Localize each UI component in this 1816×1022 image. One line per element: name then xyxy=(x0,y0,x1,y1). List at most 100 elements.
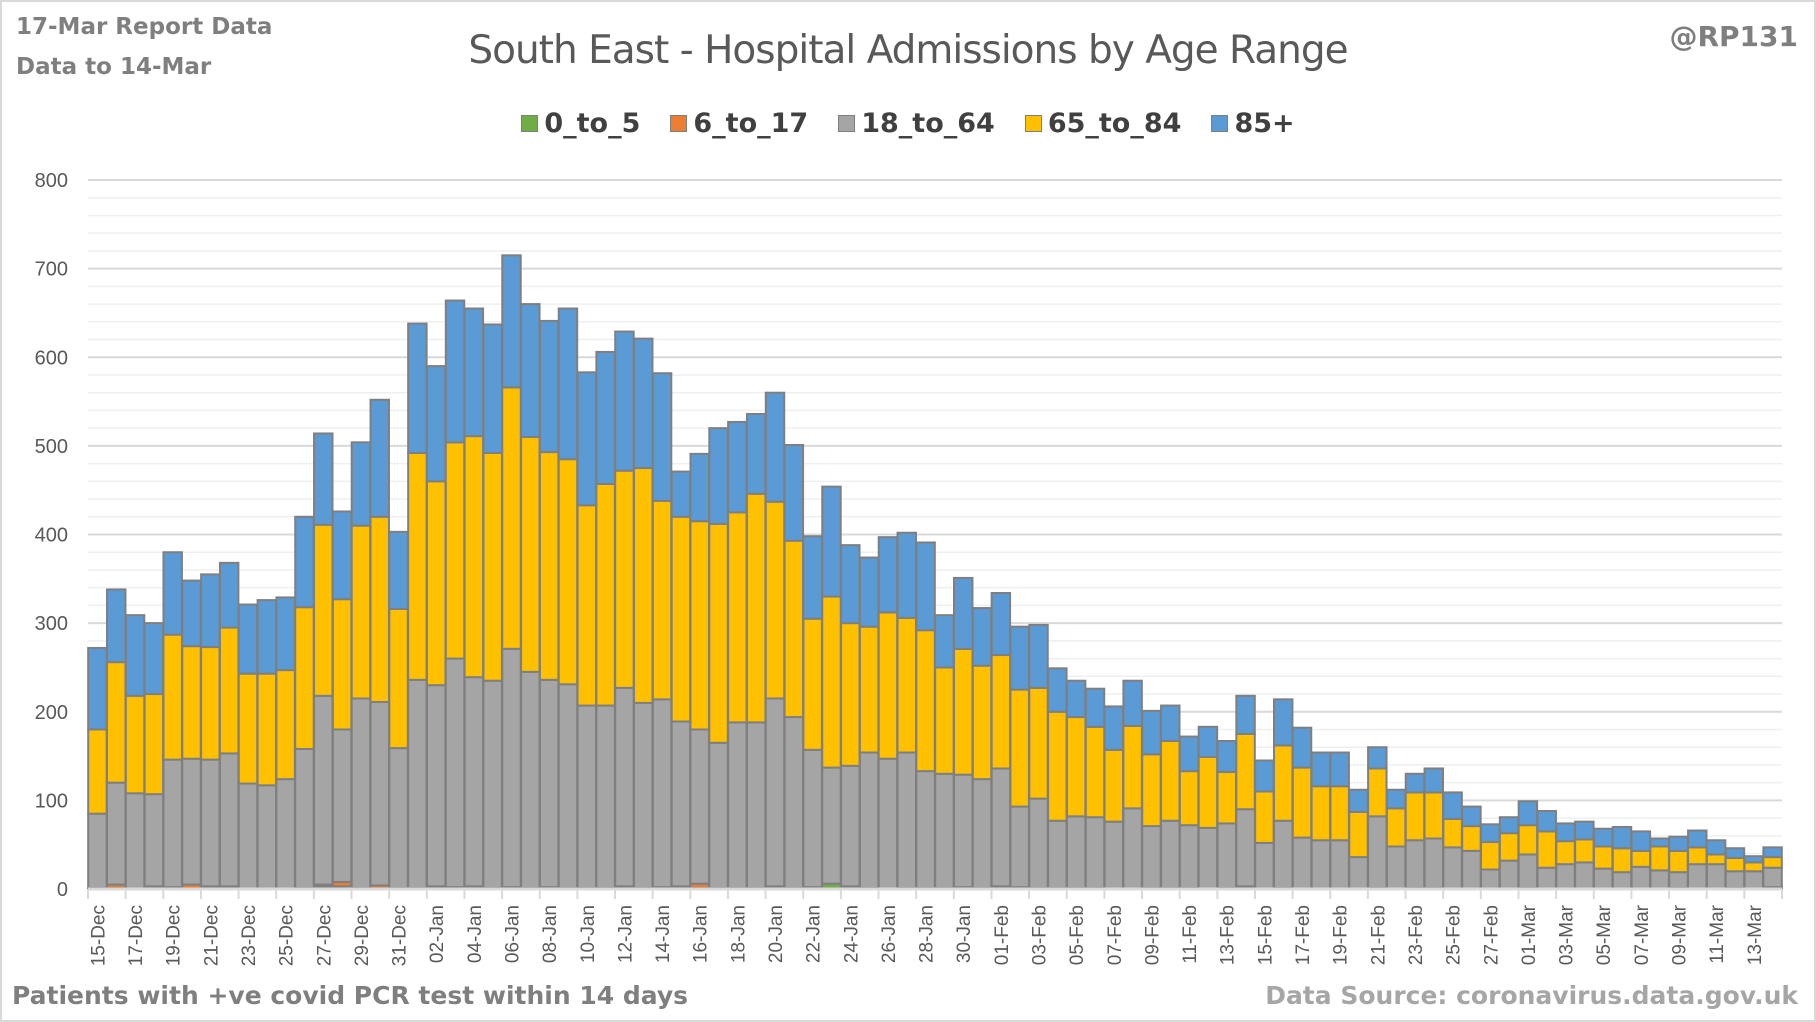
bar-stack-06-Feb xyxy=(1084,687,1106,891)
y-tick-label: 100 xyxy=(35,790,68,812)
bar-segment-18-to-64 xyxy=(689,728,710,885)
legend-swatch xyxy=(521,115,539,132)
bar-stack-02-Jan xyxy=(425,365,447,891)
bar-stack-06-Mar xyxy=(1611,825,1633,891)
bar-segment-85- xyxy=(1028,623,1049,689)
legend-item-85-: 85+ xyxy=(1211,108,1295,139)
legend-label: 6_to_17 xyxy=(693,108,809,139)
bar-segment-65-to-84 xyxy=(1009,688,1030,808)
bar-segment-85- xyxy=(821,485,842,598)
bar-segment-65-to-84 xyxy=(1216,771,1237,825)
bar-stack-16-Dec xyxy=(106,588,127,891)
bar-segment-85- xyxy=(294,515,315,609)
bar-segment-18-to-64 xyxy=(915,770,936,890)
bar-segment-65-to-84 xyxy=(1555,840,1576,866)
bar-stack-20-Feb xyxy=(1348,788,1369,890)
bar-segment-18-to-64 xyxy=(1197,826,1219,891)
bar-segment-65-to-84 xyxy=(106,661,127,784)
bar-segment-65-to-84 xyxy=(1141,753,1162,828)
bars xyxy=(87,254,1783,891)
bar-segment-85- xyxy=(1367,746,1388,770)
bar-stack-26-Feb xyxy=(1461,805,1482,890)
bar-segment-18-to-64 xyxy=(557,683,579,890)
bar-stack-05-Jan xyxy=(482,323,503,891)
bar-segment-18-to-64 xyxy=(425,684,447,888)
bar-segment-65-to-84 xyxy=(764,500,786,700)
bar-stack-25-Dec xyxy=(275,596,296,890)
bar-stack-15-Feb xyxy=(1254,759,1275,890)
bar-segment-85- xyxy=(708,427,729,525)
bar-segment-65-to-84 xyxy=(1611,847,1633,874)
bar-stack-03-Jan xyxy=(444,299,466,890)
x-axis: 15-Dec 17-Dec 19-Dec 21-Dec 23-Dec 25-Dec 27-D… xyxy=(87,887,1783,966)
bar-segment-65-to-84 xyxy=(538,451,560,681)
bar-stack-26-Jan xyxy=(877,536,899,890)
bar-segment-65-to-84 xyxy=(501,386,522,650)
bar-segment-85- xyxy=(934,614,955,669)
bar-segment-18-to-64 xyxy=(1724,870,1746,890)
bar-segment-85- xyxy=(915,541,936,632)
x-tick-label: 23-Dec xyxy=(239,905,260,966)
bar-segment-65-to-84 xyxy=(369,515,390,704)
chart-title: South East - Hospital Admissions by Age … xyxy=(468,28,1348,73)
bar-segment-18-to-64 xyxy=(1178,824,1200,890)
x-tick-label: 21-Dec xyxy=(201,905,222,966)
x-tick-label: 28-Jan xyxy=(917,905,938,963)
bar-stack-10-Jan xyxy=(576,371,598,891)
bar-segment-85- xyxy=(350,441,372,527)
report-date-note: 17-Mar Report Data xyxy=(16,14,273,40)
bar-segment-65-to-84 xyxy=(1047,710,1068,822)
bar-stack-21-Feb xyxy=(1367,746,1388,891)
bar-segment-65-to-84 xyxy=(896,616,917,754)
bar-segment-65-to-84 xyxy=(708,522,729,744)
bar-segment-18-to-64 xyxy=(1272,819,1294,890)
bar-segment-65-to-84 xyxy=(689,520,710,731)
bar-stack-12-Jan xyxy=(614,330,635,890)
bar-segment-18-to-64 xyxy=(651,698,673,889)
bar-segment-18-to-64 xyxy=(1498,859,1520,891)
bar-segment-18-to-64 xyxy=(1329,839,1350,890)
x-tick-label: 12-Jan xyxy=(615,905,636,963)
bar-stack-14-Jan xyxy=(651,372,673,891)
bar-segment-65-to-84 xyxy=(1423,791,1445,840)
legend-item-6-to-17: 6_to_17 xyxy=(670,108,808,139)
y-tick-label: 700 xyxy=(35,259,68,281)
bar-segment-65-to-84 xyxy=(1480,841,1501,871)
bar-segment-18-to-64 xyxy=(388,747,409,890)
bar-segment-18-to-64 xyxy=(444,657,466,889)
bar-segment-85- xyxy=(444,299,466,444)
bar-segment-85- xyxy=(557,307,579,461)
x-tick-label: 08-Jan xyxy=(540,905,561,963)
bar-segment-65-to-84 xyxy=(1103,748,1125,823)
bar-segment-85- xyxy=(1385,788,1407,810)
bar-segment-85- xyxy=(538,319,560,454)
bar-stack-03-Feb xyxy=(1028,623,1049,891)
bar-segment-65-to-84 xyxy=(934,666,955,775)
bar-segment-65-to-84 xyxy=(331,598,353,731)
bar-segment-65-to-84 xyxy=(1197,755,1219,829)
x-tick-label: 09-Mar xyxy=(1669,904,1690,965)
legend-label: 65_to_84 xyxy=(1047,108,1182,139)
bar-segment-85- xyxy=(633,337,654,470)
bar-segment-85- xyxy=(1291,726,1313,769)
x-tick-label: 30-Jan xyxy=(954,905,975,963)
bar-segment-85- xyxy=(1687,829,1708,849)
bar-segment-65-to-84 xyxy=(915,629,936,773)
bar-segment-65-to-84 xyxy=(1517,824,1539,856)
bar-segment-65-to-84 xyxy=(1084,725,1106,819)
bar-segment-85- xyxy=(237,603,259,675)
bar-stack-11-Feb xyxy=(1178,735,1200,891)
bar-stack-12-Mar xyxy=(1724,847,1746,891)
bar-segment-65-to-84 xyxy=(1310,785,1332,842)
bar-segment-85- xyxy=(1630,830,1652,852)
bar-segment-65-to-84 xyxy=(1630,849,1652,868)
bar-segment-85- xyxy=(331,510,353,601)
bar-segment-65-to-84 xyxy=(463,435,485,679)
bar-stack-27-Jan xyxy=(896,531,917,891)
x-tick-label: 29-Dec xyxy=(352,905,373,966)
bar-stack-16-Jan xyxy=(689,452,710,891)
bar-stack-01-Jan xyxy=(407,322,428,891)
bar-stack-04-Jan xyxy=(463,307,485,891)
bar-stack-14-Feb xyxy=(1235,694,1256,890)
bar-segment-85- xyxy=(727,420,748,514)
